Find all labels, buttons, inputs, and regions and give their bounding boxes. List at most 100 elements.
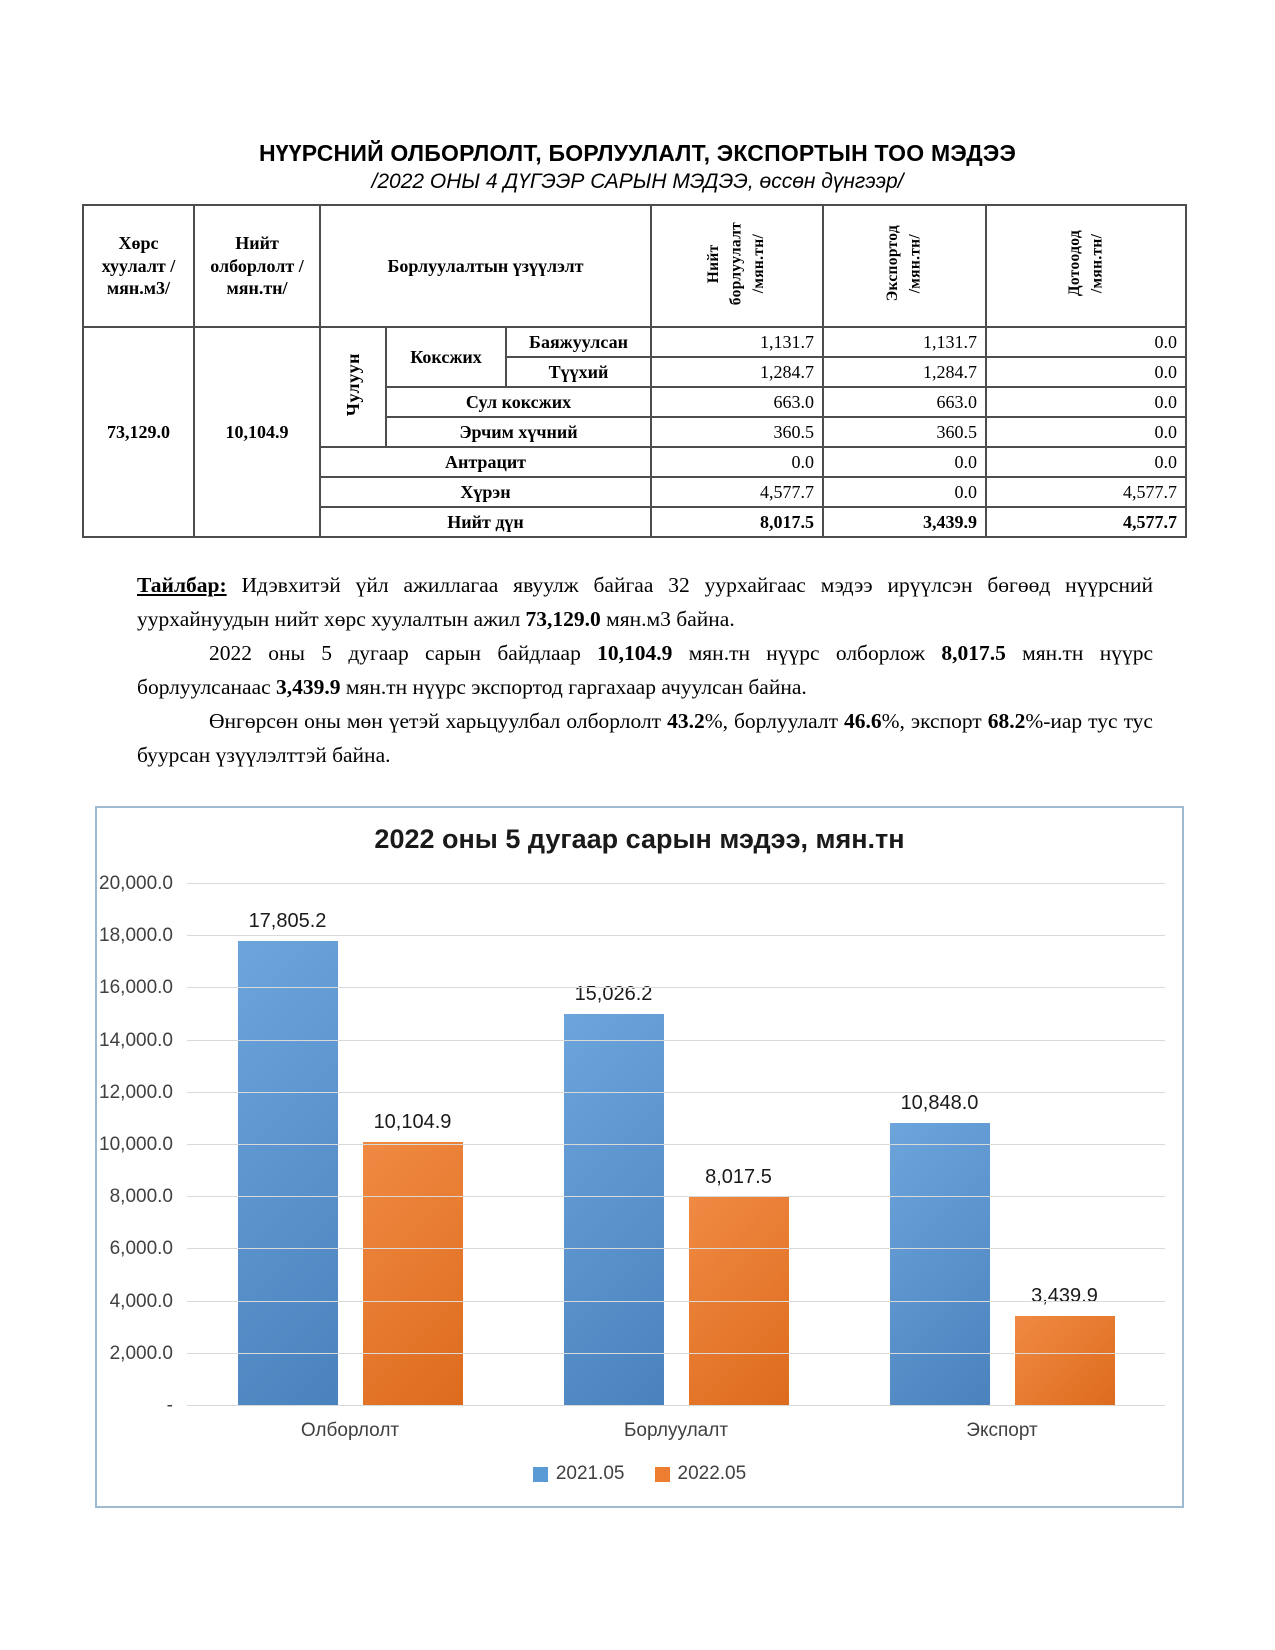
stone-coal-cell: Чулуун [319,326,387,448]
export-enriched: 1,131.7 [822,326,988,358]
text-segment: 73,129.0 [525,607,601,631]
gridline [187,1248,1165,1250]
row-label-anthracite: Антрацит [318,446,653,478]
stone-coal-label: Чулуун [342,352,363,417]
header-export-label: Экспортод /мян.тн/ [884,225,924,302]
table-row: Түүхий 1,284.7 1,284.7 0.0 [83,356,1188,388]
gridline [187,1300,1165,1302]
row-label-enriched: Баяжуулсан [504,326,653,358]
y-axis-tick-label: - [166,1395,173,1416]
x-axis-category-label: Борлуулалт [623,1420,729,1441]
domestic-brown: 4,577.7 [985,476,1188,508]
export-raw: 1,284.7 [822,356,988,388]
sales-anthracite: 0.0 [650,446,825,478]
y-axis-tick-label: 8,000.0 [109,1186,173,1208]
bar-data-label: 3,439.9 [1031,1285,1098,1308]
header-total-sales: Нийт борлуулалт /мян.тн/ [650,204,825,328]
header-export: Экспортод /мян.тн/ [822,204,988,328]
bar-data-label: 17,805.2 [248,910,327,933]
sales-brown: 4,577.7 [650,476,825,508]
domestic-raw: 0.0 [985,356,1188,388]
bar-wrap: 10,848.0 [889,884,990,1406]
y-axis-tick-label: 10,000.0 [99,1134,173,1155]
header-overburden: Хөрс хуулалт /мян.м3/ [82,204,195,328]
text-segment: 68.2 [987,709,1026,733]
legend-label: 2021.05 [555,1463,625,1484]
bar-wrap: 15,026.2 [563,884,664,1406]
bar-data-label: 10,848.0 [900,1091,979,1114]
text-segment: мян.м3 байна. [600,607,735,631]
text-segment: мян.тн нүүрс борлуулсанаас [137,641,1154,699]
y-axis-tick-label: 6,000.0 [109,1238,173,1260]
row-label-brown: Хүрэн [318,476,653,508]
bar-data-label: 15,026.2 [574,982,653,1005]
text-segment: Өнгөрсөн оны мөн үетэй харьцуулбал олбор… [209,709,668,733]
header-domestic: Дотоодод /мян.тн/ [985,204,1188,328]
y-axis-tick-label: 2,000.0 [109,1342,173,1364]
total-mining-value: 10,104.9 [193,326,321,538]
text-segment: 2022 оны 5 дугаар сарын байдлаар [209,641,598,665]
text-segment: мян.тн нүүрс экспортод гаргахаар ачуулса… [340,675,807,699]
sales-energy: 360.5 [650,416,825,448]
bar-group-1: 17,805.2 10,104.9 [187,884,513,1406]
page-title: НҮҮРСНИЙ ОЛБОРЛОЛТ, БОРЛУУЛАЛТ, ЭКСПОРТЫ… [258,140,1017,166]
export-energy: 360.5 [822,416,988,448]
sales-enriched: 1,131.7 [650,326,825,358]
text-segment: %-иар тус тус буурсан үзүүлэлттэй байна. [137,709,1153,767]
bar-wrap: 3,439.9 [1014,884,1115,1406]
text-segment: %, борлуулалт [704,709,844,733]
chart-legend: 2021.05 2022.05 [97,1463,1182,1485]
table-header-row: Хөрс хуулалт /мян.м3/ Нийт олборлолт /мя… [82,204,1188,328]
gridline [187,1196,1165,1198]
y-axis-tick-label: 14,000.0 [99,1029,173,1051]
gridline [187,1144,1165,1145]
chart-title: 2022 оны 5 дугаар сарын мэдээ, мян.тн [374,824,905,854]
gridline [187,1405,1165,1406]
legend-label: 2022.05 [677,1463,747,1484]
export-total: 3,439.9 [822,506,988,538]
bar-wrap: 10,104.9 [362,884,463,1406]
page-subtitle: /2022 ОНЫ 4 ДҮГЭЭР САРЫН МЭДЭЭ, өссөн дү… [371,170,904,193]
gridline [187,1091,1165,1093]
row-label-total: Нийт дүн [318,506,653,538]
text-segment: мян.тн нүүрс олборлож [672,641,942,665]
coking-label: Коксжих [385,326,507,388]
gridline [187,1039,1165,1041]
y-axis-tick-label: 18,000.0 [99,925,173,947]
text-segment: 46.6 [843,709,882,733]
bar-data-label: 8,017.5 [705,1165,772,1188]
gridline [187,1352,1165,1354]
sales-raw: 1,284.7 [650,356,825,388]
x-axis-category-label: Экспорт [966,1420,1038,1441]
header-domestic-label: Дотоодод /мян.тн/ [1065,230,1106,297]
table-row: Сул коксжих 663.0 663.0 0.0 [83,386,1188,418]
bar-series-2021.05 [889,1122,990,1406]
domestic-total: 4,577.7 [985,506,1188,538]
text-segment: 8,017.5 [941,641,1006,665]
row-label-raw: Түүхий [504,356,653,388]
text-segment: Тайлбар: [137,573,227,597]
table-row: 73,129.0 10,104.9 Чулуун Коксжих Баяжуул… [82,326,1188,538]
gridline [187,883,1165,884]
bar-series-2021.05 [563,1013,664,1406]
row-label-weak-coking: Сул коксжих [384,386,653,418]
table-row: Антрацит 0.0 0.0 0.0 [83,446,1188,478]
bar-series-2022.05 [1014,1316,1115,1406]
header-sales-indicator: Борлуулалтын үзүүлэлт [318,204,653,328]
bar-group-2: 15,026.2 8,017.5 [513,884,839,1406]
note-paragraph-1: Тайлбар: Идэвхитэй үйл ажиллагаа явуулж … [137,568,1153,636]
legend-item-2021.05: 2021.05 [532,1463,625,1485]
y-axis-tick-label: 20,000.0 [99,873,173,894]
header-total-mining: Нийт олборлолт /мян.тн/ [193,204,321,328]
export-brown: 0.0 [822,476,988,508]
note-paragraph-3: Өнгөрсөн оны мөн үетэй харьцуулбал олбор… [137,704,1153,772]
text-segment: 10,104.9 [597,641,673,665]
text-segment: %, экспорт [881,709,988,733]
gridline [187,987,1165,989]
text-segment: Идэвхитэй үйл ажиллагаа явуулж байгаа 32… [137,573,1153,631]
bar-wrap: 17,805.2 [237,884,338,1406]
table-row: Хүрэн 4,577.7 0.0 4,577.7 [83,476,1188,508]
header-total-sales-label: Нийт борлуулалт /мян.тн/ [705,221,768,305]
chart-plot-area: 17,805.2 10,104.9 15,026.2 8,017.5 10,848.0 3… [99,873,1165,1416]
